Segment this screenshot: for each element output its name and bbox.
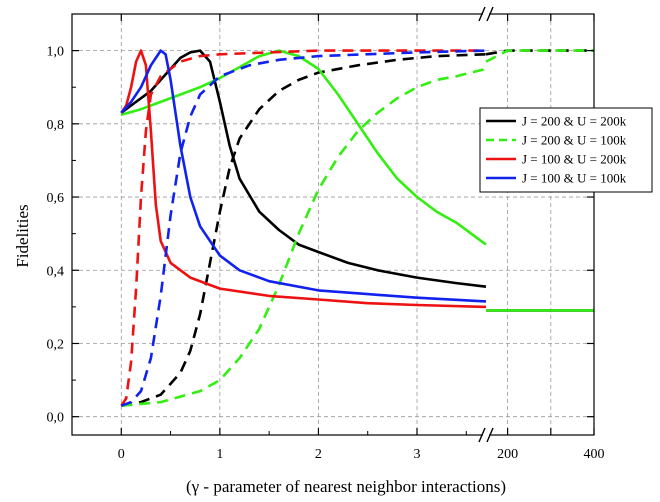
y-tick-label: 0,4 bbox=[47, 264, 65, 279]
axis-layer: 0,0 0,2 0,4 0,6 0,8 1,0 0 1 2 3 200 400 bbox=[47, 6, 605, 462]
series-layer bbox=[120, 49, 594, 407]
x-tick-label: 400 bbox=[584, 447, 605, 462]
x-tick-label: 200 bbox=[497, 447, 518, 462]
grid-layer bbox=[72, 14, 595, 435]
axis-break-mark bbox=[478, 427, 486, 443]
x-tick-label: 3 bbox=[414, 447, 421, 462]
series-line-4 bbox=[120, 49, 487, 309]
series-line-7 bbox=[120, 49, 487, 407]
y-tick-label: 0,2 bbox=[47, 337, 65, 352]
series-line-6 bbox=[120, 49, 487, 303]
x-axis-title: (γ - parameter of nearest neighbor inter… bbox=[186, 477, 506, 496]
series-line-2 bbox=[120, 49, 487, 246]
axis-break-gap bbox=[483, 427, 489, 443]
plot-frame bbox=[71, 13, 595, 436]
legend-label: J = 200 & U = 200k bbox=[522, 114, 627, 129]
y-tick-label: 0,8 bbox=[47, 118, 65, 133]
series-line-5 bbox=[120, 49, 486, 407]
y-axis-title: Fidelities bbox=[13, 204, 32, 267]
series-line-1 bbox=[121, 53, 487, 407]
legend-label: J = 100 & U = 200k bbox=[522, 152, 627, 167]
axis-break-gap bbox=[483, 6, 489, 22]
legend-label: J = 100 & U = 100k bbox=[522, 171, 627, 186]
legend: J = 200 & U = 200k J = 200 & U = 100k J = … bbox=[479, 107, 653, 193]
series-line-0 bbox=[120, 49, 487, 288]
y-tick-label: 0,0 bbox=[47, 411, 65, 426]
series-line-far-3 bbox=[485, 49, 594, 63]
axis-break-mark bbox=[486, 6, 494, 22]
y-tick-label: 1,0 bbox=[47, 45, 65, 60]
y-tick-label: 0,6 bbox=[47, 191, 65, 206]
series-line-3 bbox=[121, 67, 487, 407]
legend-label: J = 200 & U = 100k bbox=[522, 133, 627, 148]
x-tick-label: 0 bbox=[118, 447, 125, 462]
axis-break-mark bbox=[478, 6, 486, 22]
x-tick-label: 1 bbox=[216, 447, 223, 462]
axis-break-mark bbox=[486, 427, 494, 443]
x-tick-label: 2 bbox=[315, 447, 322, 462]
